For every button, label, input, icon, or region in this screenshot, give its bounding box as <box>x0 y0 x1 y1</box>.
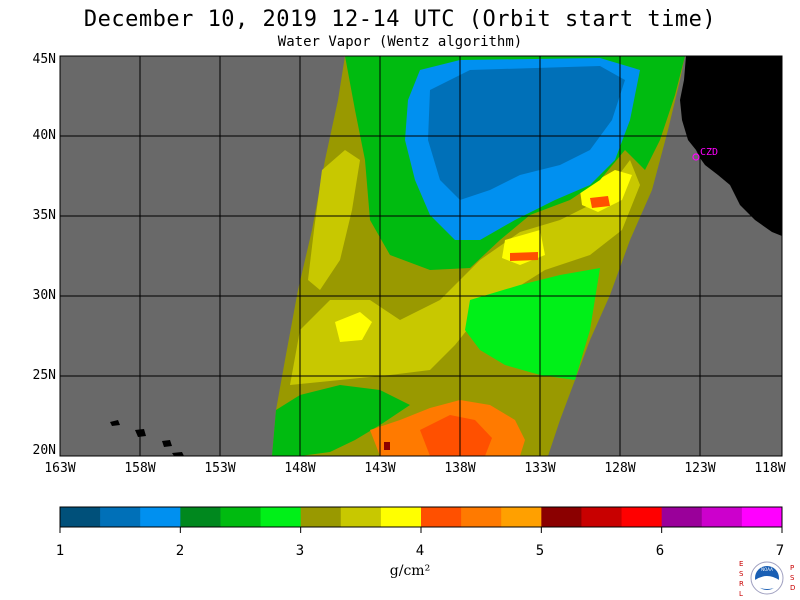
noaa-emblem-text: NOAA <box>761 567 773 572</box>
colorbar-swatch-12 <box>501 507 542 527</box>
island-3 <box>162 440 172 447</box>
logo-letter-p: P <box>790 564 794 572</box>
lat-label-30n: 30N <box>32 288 56 303</box>
colorbar-swatch-9 <box>380 507 422 527</box>
map-area: CZD <box>59 55 783 457</box>
colorbar-swatch-1 <box>60 507 101 527</box>
lat-label-45n: 45N <box>32 52 56 67</box>
graticule <box>60 56 782 456</box>
chart-subtitle: Water Vapor (Wentz algorithm) <box>277 34 523 50</box>
swath-yellow-bright-1 <box>335 312 372 342</box>
chart-title: December 10, 2019 12-14 UTC (Orbit start… <box>83 7 717 32</box>
colorbar-swatch-6 <box>260 507 302 527</box>
colorbar-unit-label: g/cm² <box>389 563 431 579</box>
colorbar-swatch-10 <box>421 507 462 527</box>
colorbar-swatch-8 <box>340 507 382 527</box>
colorbar-tick-1: 1 <box>55 543 65 559</box>
colorbar-tick-3: 3 <box>295 543 305 559</box>
lon-label-143w: 143W <box>364 461 396 476</box>
lon-label-133w: 133W <box>524 461 556 476</box>
logo-letter-l: L <box>739 590 743 598</box>
colorbar-tick-marks <box>59 527 783 533</box>
lat-label-40n: 40N <box>32 128 56 143</box>
colorbar-tick-7: 7 <box>775 543 785 559</box>
lon-label-138w: 138W <box>444 461 476 476</box>
lon-label-118w: 118W <box>754 461 786 476</box>
map-frame <box>59 55 783 457</box>
logo-letter-d: D <box>790 584 795 592</box>
colorbar-tick-4: 4 <box>415 543 425 559</box>
lon-label-158w: 158W <box>124 461 156 476</box>
lon-label-148w: 148W <box>284 461 316 476</box>
lon-label-123w: 123W <box>684 461 716 476</box>
colorbar-swatch-5 <box>220 507 262 527</box>
station-label: CZD <box>700 147 718 158</box>
swath-blue-core <box>428 66 625 200</box>
island-4 <box>172 452 184 456</box>
swath-red-orange-streak-2 <box>590 196 610 208</box>
colorbar-swatch-11 <box>461 507 502 527</box>
colorbar-swatch-16 <box>661 507 703 527</box>
swath-yellow-band <box>290 160 640 385</box>
colorbar-swatch-2 <box>100 507 141 527</box>
colorbar-tick-5: 5 <box>535 543 545 559</box>
lat-label-35n: 35N <box>32 208 56 223</box>
colorbar-swatch-14 <box>581 507 623 527</box>
logo-letter-r: R <box>739 580 744 588</box>
lon-label-153w: 153W <box>204 461 236 476</box>
lat-label-20n: 20N <box>32 443 56 458</box>
logo-letter-s2: S <box>790 574 795 582</box>
swath-dark-spot <box>384 442 390 450</box>
land-mass <box>680 56 782 236</box>
colorbar-swatch-13 <box>541 507 582 527</box>
station-marker <box>692 153 700 161</box>
colorbar-swatch-3 <box>140 507 181 527</box>
lon-label-128w: 128W <box>604 461 636 476</box>
colorbar-tick-2: 2 <box>175 543 185 559</box>
swath-green-lower-left <box>272 385 410 456</box>
noaa-esrl-psd-logo: E S R L NOAA P S D <box>739 560 795 598</box>
swath-red-orange-south <box>420 415 492 456</box>
island-1 <box>110 420 120 426</box>
colorbar-swatch-7 <box>300 507 342 527</box>
colorbar-swatch-17 <box>701 507 743 527</box>
logo-letter-s: S <box>739 570 744 578</box>
logo-letter-e: E <box>739 560 743 568</box>
colorbar-swatch-15 <box>621 507 663 527</box>
colorbar <box>60 507 783 527</box>
lat-label-25n: 25N <box>32 368 56 383</box>
colorbar-swatch-18 <box>741 507 783 527</box>
swath-red-orange-streak <box>510 252 538 261</box>
lon-label-163w: 163W <box>44 461 76 476</box>
colorbar-swatch-4 <box>180 507 221 527</box>
swath-yellow-strip <box>308 150 360 290</box>
colorbar-tick-6: 6 <box>655 543 665 559</box>
